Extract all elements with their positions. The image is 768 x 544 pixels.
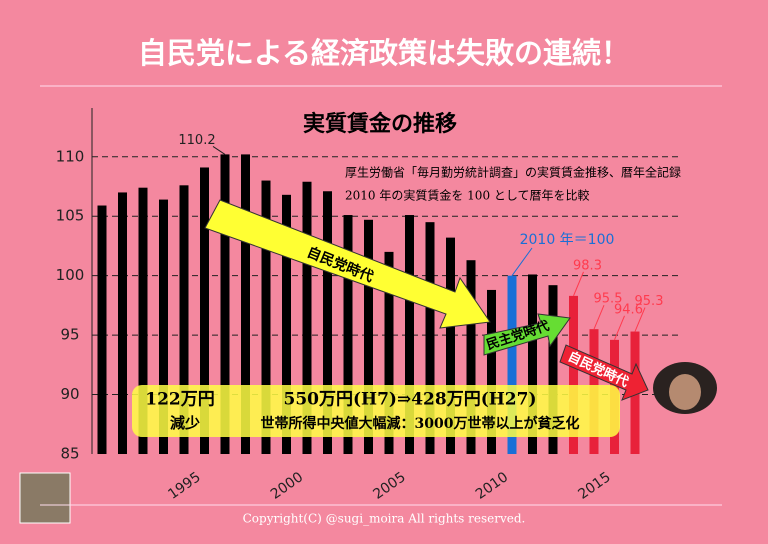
y-tick-label: 105 [56,207,85,225]
bar [487,289,496,454]
bar [466,260,476,454]
leader-line [573,271,584,297]
leader-line [212,145,226,155]
note: 2010 年の実質賃金を 100 として暦年を比較 [345,188,590,203]
value-label: 98.3 [573,258,602,273]
bar [528,274,537,454]
bar [159,199,168,454]
box-income: 550万円(H7)⇒428万円(H27) [284,390,537,410]
arrow [483,313,571,356]
bar [507,275,517,454]
bar [97,205,107,454]
bar [302,181,312,454]
bar [241,154,250,454]
bar [118,192,127,454]
leader-line [511,247,533,276]
person-face [669,374,701,410]
note: 厚生労働省「毎月勤労統計調査」の実質賃金推移、暦年全記録 [345,165,681,180]
cat-photo [19,472,71,524]
y-tick-label: 110 [56,147,85,165]
bar [220,154,230,454]
bar [384,251,394,454]
value-label: 95.5 [594,292,623,307]
bar [282,194,291,455]
y-tick-label: 90 [60,385,79,403]
arrow [204,199,491,329]
bar [569,295,578,454]
footer: Copyright(C) @sugi_moira All rights rese… [243,512,526,526]
bar [323,191,332,454]
bar [548,285,558,454]
bar [405,215,414,454]
leader-line [614,315,625,341]
chart-title: 実質賃金の推移 [303,111,457,137]
y-tick-label: 100 [56,266,85,284]
leader-line [593,304,605,330]
value-label: 95.3 [635,294,664,309]
box-summary: 世帯所得中央値大幅減：3000万世帯以上が貧乏化 [261,415,580,432]
box-decrease: 減少 [170,414,200,432]
value-label: 110.2 [178,133,215,148]
base-label: 2010 年＝100 [520,232,615,248]
page-title: 自民党による経済政策は失敗の連続！ [138,36,630,70]
bar [343,215,353,454]
arrow [559,344,649,401]
box-amount: 122万円 [145,390,215,410]
summary-box [132,385,620,437]
value-label: 94.6 [614,302,643,317]
y-tick-label: 85 [60,445,79,463]
y-tick-label: 95 [60,326,79,344]
bar [425,222,435,454]
leader-line [634,307,646,332]
bar [200,167,209,454]
bar [364,219,373,454]
bar [446,237,455,454]
bar [261,180,271,455]
bar [138,187,148,454]
bar [179,185,189,455]
